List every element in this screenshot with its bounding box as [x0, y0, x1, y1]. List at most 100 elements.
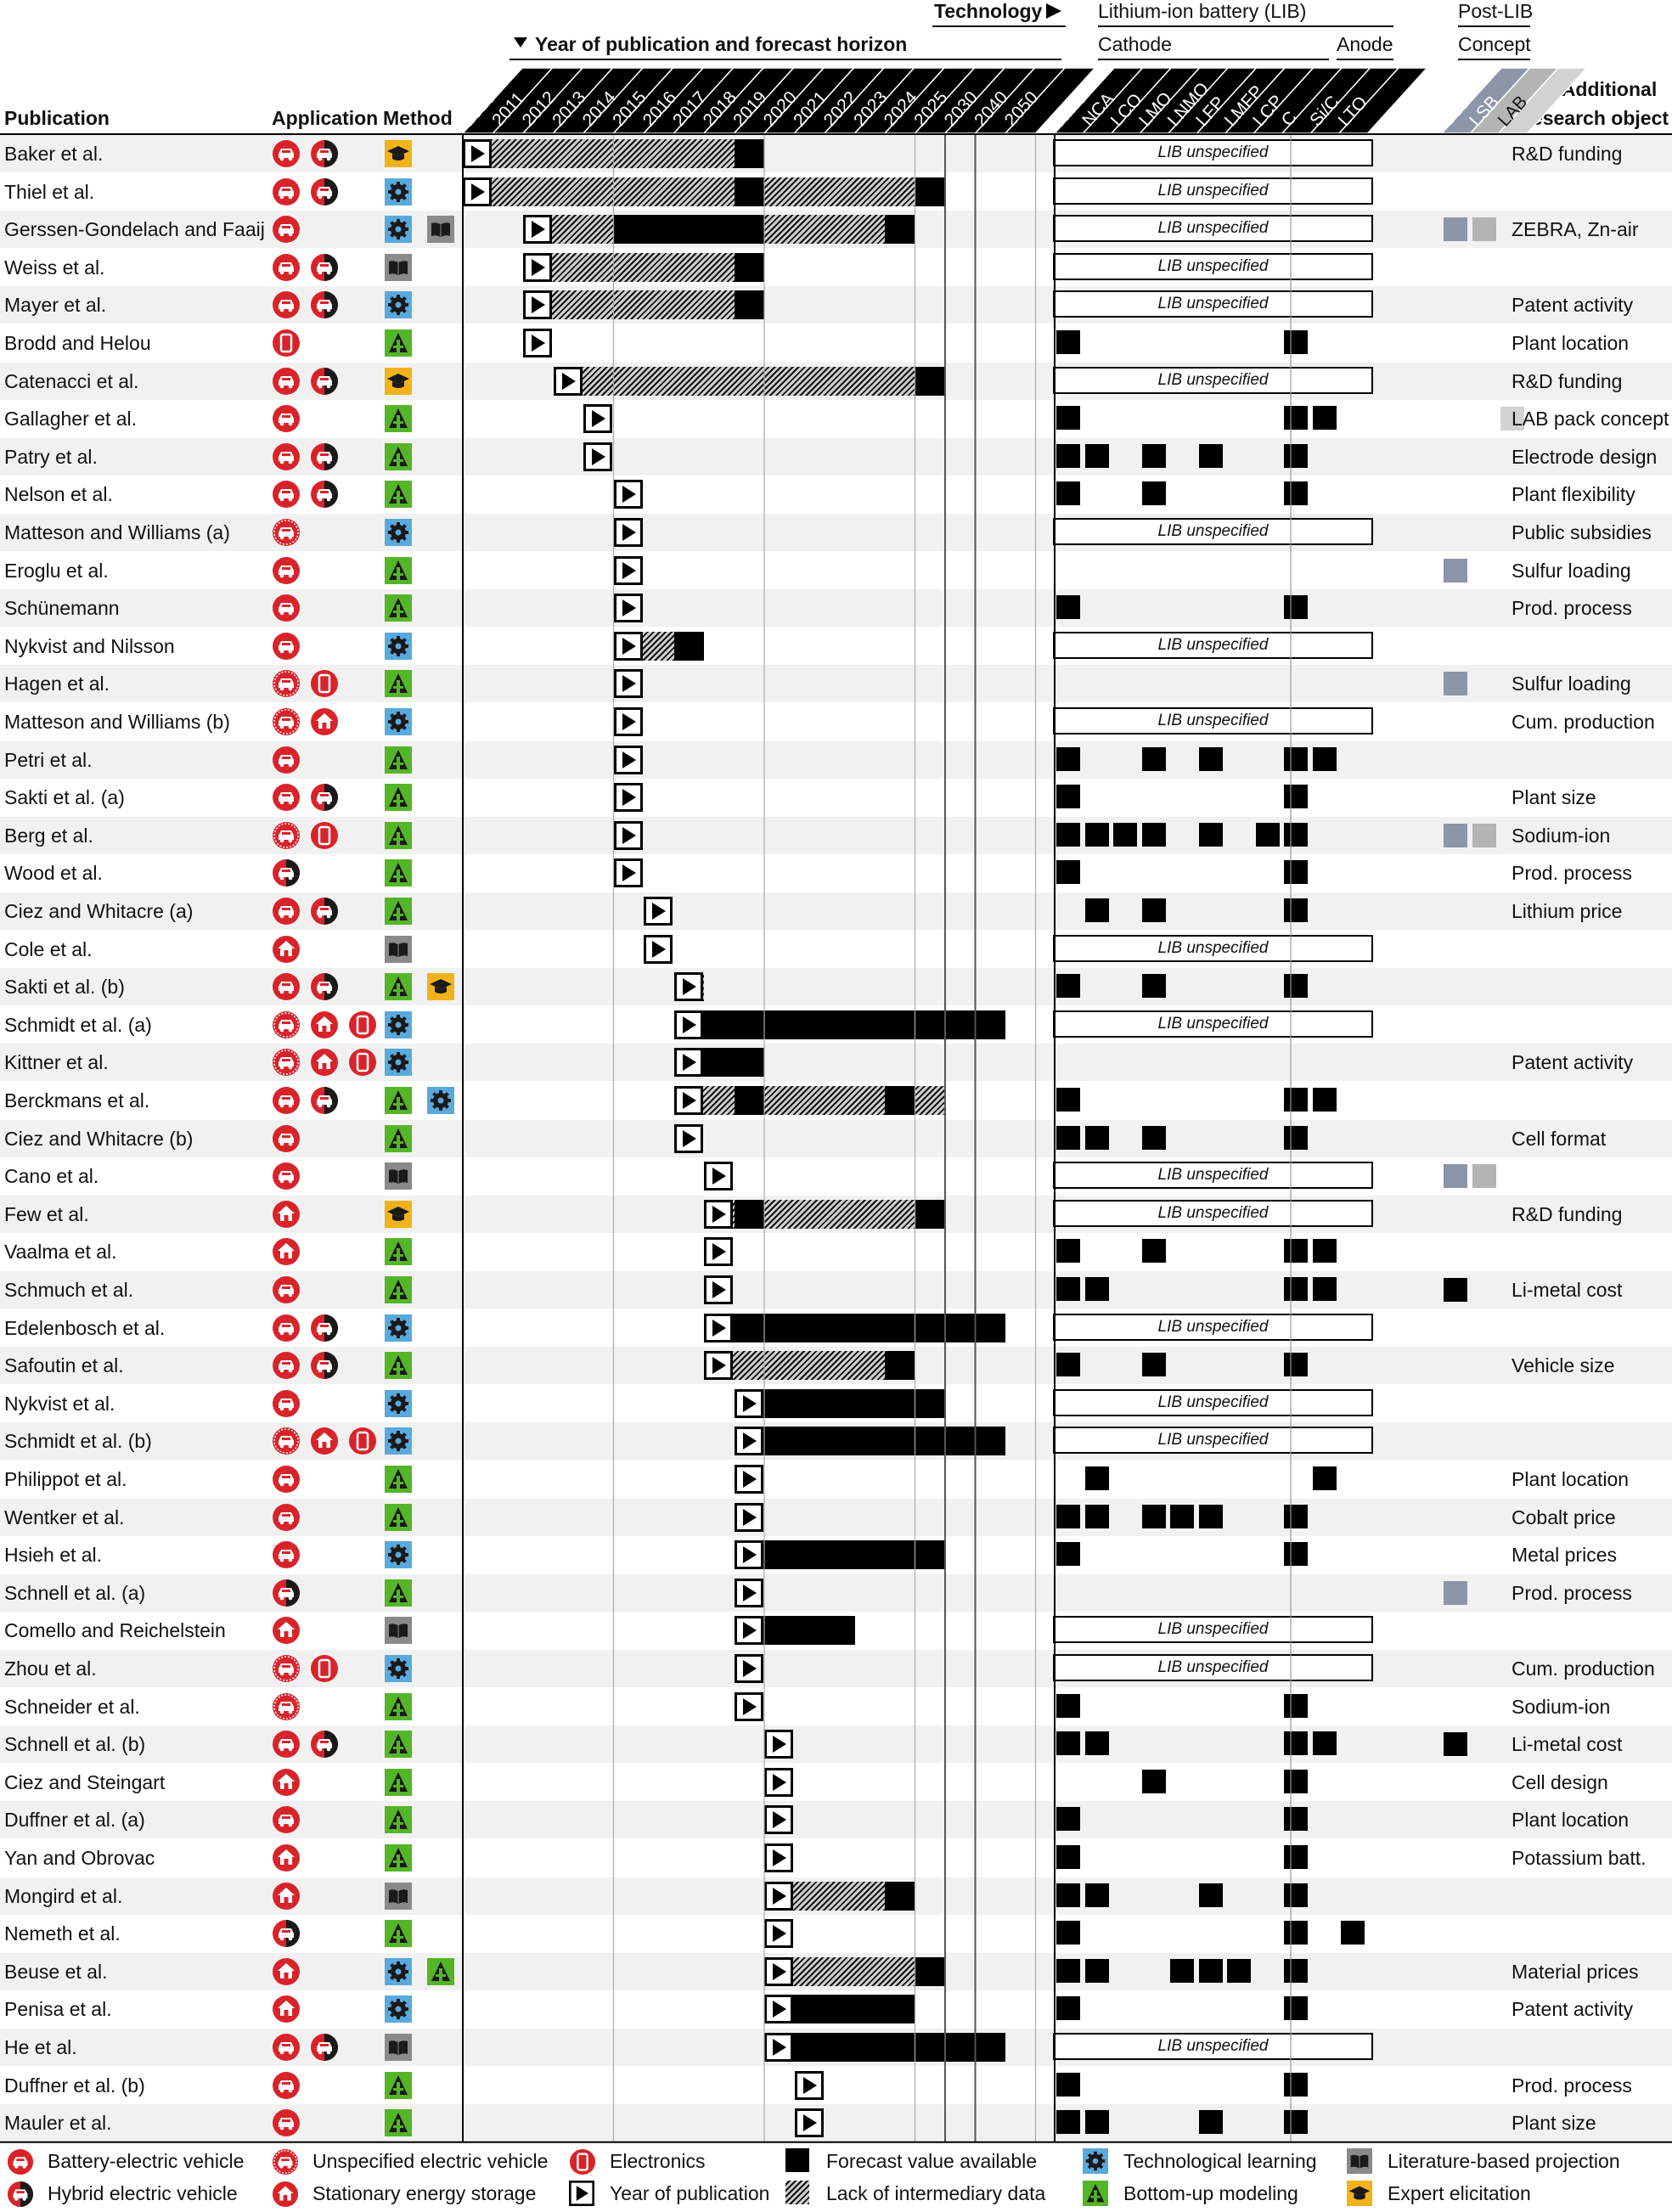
method-BU-icon — [385, 859, 412, 887]
header-application: Application — [272, 107, 378, 129]
bev-icon — [272, 897, 301, 926]
tech-marker-C — [1284, 746, 1308, 771]
bev-icon — [272, 746, 301, 774]
table-row: Schmidt et al. (b) LIB unspecified — [0, 1422, 1672, 1461]
bev-icon — [272, 1351, 301, 1380]
table-row: Mayer et al. LIB unspecified Patent activi… — [0, 286, 1672, 324]
table-row: Gerssen-Gondelach and Faaij LIB unspecifi… — [0, 211, 1672, 249]
tech-marker-LFP — [1198, 1883, 1223, 1907]
table-row: Wood et al. Prod. process — [0, 854, 1672, 892]
bev-icon — [272, 594, 301, 622]
ess-icon — [272, 1957, 301, 1986]
forecast-bar — [673, 631, 704, 661]
tech-marker-NMC — [1056, 1921, 1080, 1945]
additional-research-object: Plant location — [1512, 1809, 1630, 1832]
method-TL-icon — [385, 1049, 412, 1077]
publication-year-marker — [704, 1237, 733, 1267]
intermediary-gap-bar — [523, 252, 735, 282]
bev-icon — [272, 2033, 301, 2062]
publication-year-marker — [734, 1691, 763, 1721]
uev-icon — [272, 707, 301, 736]
legend-uev-icon — [272, 2148, 299, 2175]
tech-marker-C — [1284, 2072, 1308, 2097]
publication-name: Schmidt et al. (a) — [4, 1013, 152, 1036]
forecast-bar — [885, 1351, 915, 1381]
additional-research-object: Sulfur loading — [1512, 559, 1631, 582]
publication-year-marker — [734, 1465, 763, 1494]
forecast-bar — [613, 215, 764, 245]
publication-year-marker — [613, 555, 643, 585]
method-BU-icon — [385, 405, 412, 433]
tech-marker-C — [1284, 481, 1308, 506]
method-BU-icon — [385, 556, 412, 584]
publication-year-marker — [764, 1881, 793, 1911]
tech-marker-NCA — [1084, 1277, 1109, 1301]
forecast-bar — [734, 1086, 764, 1115]
tech-marker-C — [1284, 1693, 1308, 1718]
tech-marker-NMC — [1056, 330, 1080, 354]
legend-label: Lack of intermediary data — [826, 2182, 1046, 2204]
publication-year-marker — [734, 1654, 763, 1683]
header-method: Method — [383, 107, 453, 129]
publication-name: Hagen et al. — [4, 673, 110, 695]
lib-unspecified-box: LIB unspecified — [1053, 518, 1373, 545]
additional-research-object: Prod. process — [1512, 1581, 1632, 1604]
lib-unspecified-box: LIB unspecified — [1053, 139, 1373, 166]
table-row: Duffner et al. (b) Prod. process — [0, 2067, 1672, 2104]
tech-marker-C — [1284, 822, 1308, 847]
publication-year-marker — [794, 2070, 824, 2100]
uev-icon — [272, 1048, 301, 1077]
ele-icon — [348, 1427, 377, 1455]
bev-icon — [272, 972, 301, 1001]
method-BU-icon — [385, 1768, 412, 1796]
table-row: Vaalma et al. — [0, 1233, 1672, 1270]
publication-name: Kittner et al. — [4, 1051, 109, 1074]
method-LB-icon — [385, 935, 412, 963]
tech-marker-LMO — [1141, 1125, 1166, 1150]
method-EE-icon — [427, 973, 454, 1001]
bev-icon — [272, 632, 301, 661]
publication-year-marker — [764, 2033, 793, 2062]
tech-marker-NMC — [1056, 822, 1080, 847]
tech-marker-C — [1284, 1996, 1308, 2021]
method-BU-icon — [385, 1844, 412, 1871]
table-row: Schnell et al. (b) Li-metal cost — [0, 1725, 1672, 1764]
publication-name: Schünemann — [4, 597, 120, 620]
tech-marker-NMC — [1056, 406, 1080, 431]
forecast-bar — [885, 1086, 915, 1115]
bev-icon — [272, 2071, 301, 2100]
method-BU-icon — [385, 594, 412, 622]
tech-marker-C — [1284, 1125, 1308, 1150]
publication-year-marker — [463, 177, 492, 206]
forecast-bar — [915, 1956, 945, 1986]
header-post-lib: Post-LIB — [1458, 0, 1533, 22]
publication-year-marker — [613, 518, 643, 547]
publication-name: Cano et al. — [4, 1165, 99, 1188]
hev-icon — [310, 2033, 339, 2062]
publication-name: Weiss et al. — [4, 256, 105, 279]
additional-research-object: ZEBRA, Zn-air — [1512, 218, 1639, 241]
publication-year-marker — [734, 1502, 763, 1532]
additional-research-object: Plant size — [1512, 2112, 1596, 2135]
method-LB-icon — [427, 216, 454, 244]
hev-icon — [272, 858, 301, 887]
additional-research-object: Li-metal cost — [1512, 1279, 1623, 1301]
tech-marker-C — [1284, 1088, 1308, 1112]
method-TL-icon — [385, 177, 412, 205]
hev-icon — [310, 367, 339, 396]
tech-marker-NMC — [1056, 1504, 1080, 1528]
ess-icon — [310, 1048, 339, 1077]
table-row: Petri et al. — [0, 740, 1672, 779]
table-row: Philippot et al. Plant location — [0, 1461, 1672, 1498]
table-row: Schnell et al. (a) Prod. process — [0, 1573, 1672, 1612]
publication-year-marker — [704, 1162, 733, 1191]
legend-label: Expert elicitation — [1388, 2182, 1531, 2204]
publication-name: Sakti et al. (b) — [4, 976, 125, 999]
publication-name: Comello and Reichelstein — [4, 1619, 226, 1642]
legend-TL-icon — [1083, 2148, 1110, 2175]
forecast-bar — [915, 177, 945, 206]
method-LB-icon — [385, 2034, 412, 2061]
method-BU-icon — [385, 2109, 412, 2137]
tech-marker-LTO — [1341, 1921, 1365, 1945]
publication-year-marker — [613, 594, 643, 623]
